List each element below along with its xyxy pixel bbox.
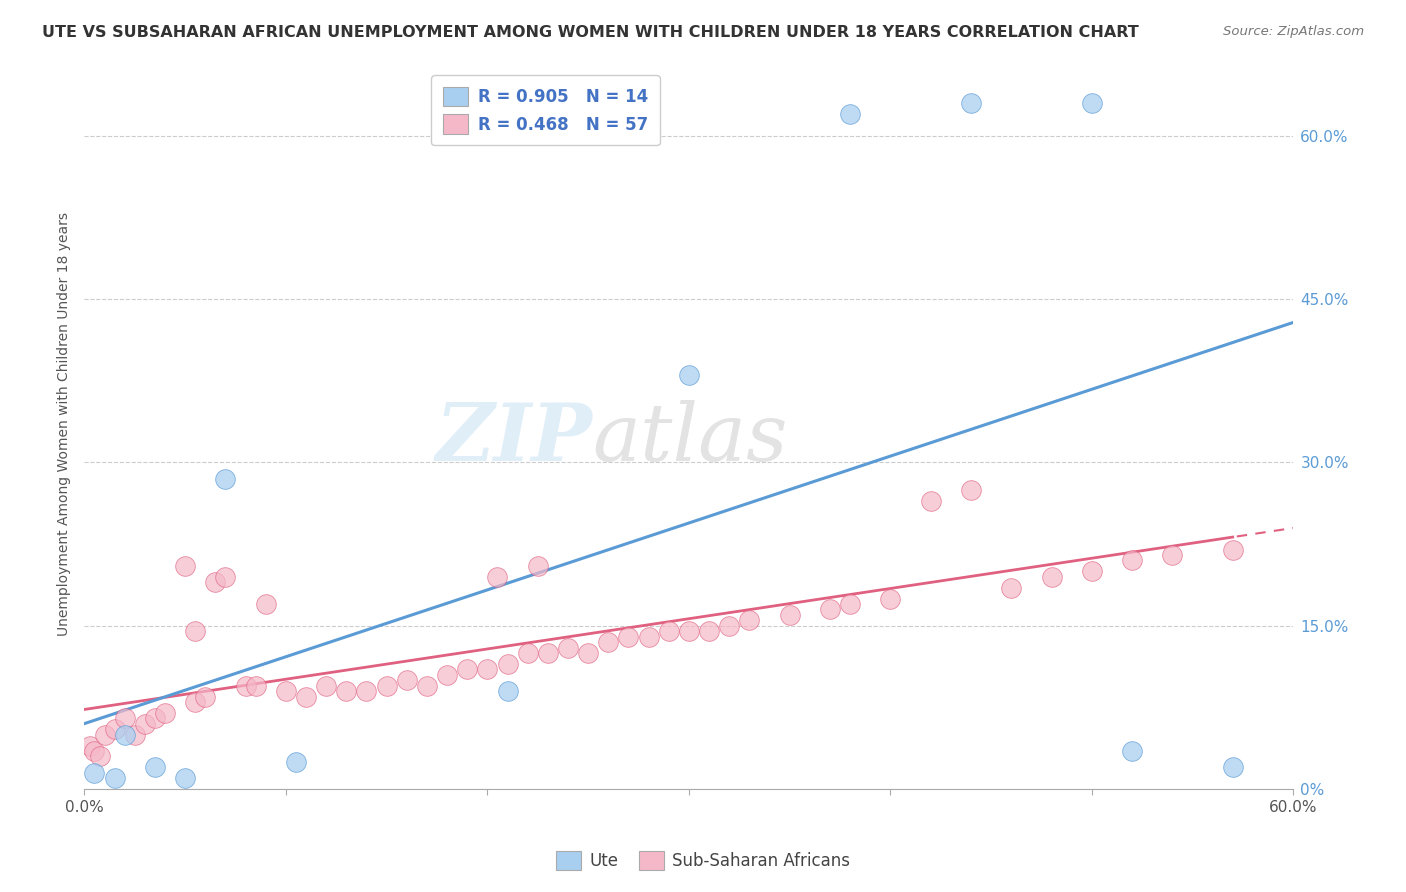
Legend: Ute, Sub-Saharan Africans: Ute, Sub-Saharan Africans <box>550 845 856 877</box>
Point <box>516 646 538 660</box>
Point <box>184 695 207 709</box>
Point <box>1000 581 1022 595</box>
Point <box>1161 548 1184 562</box>
Point <box>114 711 136 725</box>
Point <box>598 635 620 649</box>
Point <box>1222 760 1244 774</box>
Point <box>879 591 901 606</box>
Point <box>375 679 398 693</box>
Point <box>214 570 236 584</box>
Text: UTE VS SUBSAHARAN AFRICAN UNEMPLOYMENT AMONG WOMEN WITH CHILDREN UNDER 18 YEARS : UTE VS SUBSAHARAN AFRICAN UNEMPLOYMENT A… <box>42 25 1139 40</box>
Text: ZIP: ZIP <box>436 401 592 478</box>
Point <box>134 716 156 731</box>
Point <box>104 771 127 785</box>
Point <box>295 690 318 704</box>
Point <box>1121 553 1143 567</box>
Point <box>537 646 560 660</box>
Point <box>104 723 127 737</box>
Point <box>839 597 862 611</box>
Point <box>738 613 761 627</box>
Point <box>576 646 599 660</box>
Point <box>174 771 197 785</box>
Point <box>174 558 197 573</box>
Point <box>89 749 111 764</box>
Point <box>637 630 659 644</box>
Point <box>153 706 176 720</box>
Point <box>335 684 357 698</box>
Point <box>960 483 983 497</box>
Point <box>496 684 519 698</box>
Point <box>526 558 548 573</box>
Point <box>114 728 136 742</box>
Point <box>818 602 841 616</box>
Point <box>1040 570 1063 584</box>
Point <box>718 619 741 633</box>
Point <box>274 684 297 698</box>
Point <box>697 624 720 639</box>
Point <box>184 624 207 639</box>
Point <box>315 679 337 693</box>
Point <box>617 630 640 644</box>
Point <box>194 690 217 704</box>
Point <box>124 728 146 742</box>
Point <box>79 739 101 753</box>
Point <box>356 684 378 698</box>
Point <box>1222 542 1244 557</box>
Point <box>83 744 105 758</box>
Point <box>254 597 277 611</box>
Point <box>284 755 307 769</box>
Point <box>214 472 236 486</box>
Legend: R = 0.905   N = 14, R = 0.468   N = 57: R = 0.905 N = 14, R = 0.468 N = 57 <box>432 75 659 145</box>
Point <box>960 96 983 111</box>
Point <box>1081 96 1104 111</box>
Point <box>416 679 439 693</box>
Point <box>436 668 458 682</box>
Text: atlas: atlas <box>592 401 787 478</box>
Point <box>496 657 519 671</box>
Point <box>143 760 166 774</box>
Point <box>486 570 509 584</box>
Point <box>839 107 862 121</box>
Point <box>658 624 681 639</box>
Point <box>557 640 579 655</box>
Point <box>678 368 700 383</box>
Point <box>143 711 166 725</box>
Point <box>395 673 418 688</box>
Point <box>920 493 942 508</box>
Point <box>456 662 478 676</box>
Point <box>779 607 801 622</box>
Point <box>83 765 105 780</box>
Point <box>477 662 499 676</box>
Point <box>235 679 257 693</box>
Point <box>93 728 115 742</box>
Point <box>678 624 700 639</box>
Point <box>1081 565 1104 579</box>
Point <box>204 575 226 590</box>
Text: Source: ZipAtlas.com: Source: ZipAtlas.com <box>1223 25 1364 38</box>
Point <box>1121 744 1143 758</box>
Y-axis label: Unemployment Among Women with Children Under 18 years: Unemployment Among Women with Children U… <box>58 212 72 636</box>
Point <box>245 679 267 693</box>
